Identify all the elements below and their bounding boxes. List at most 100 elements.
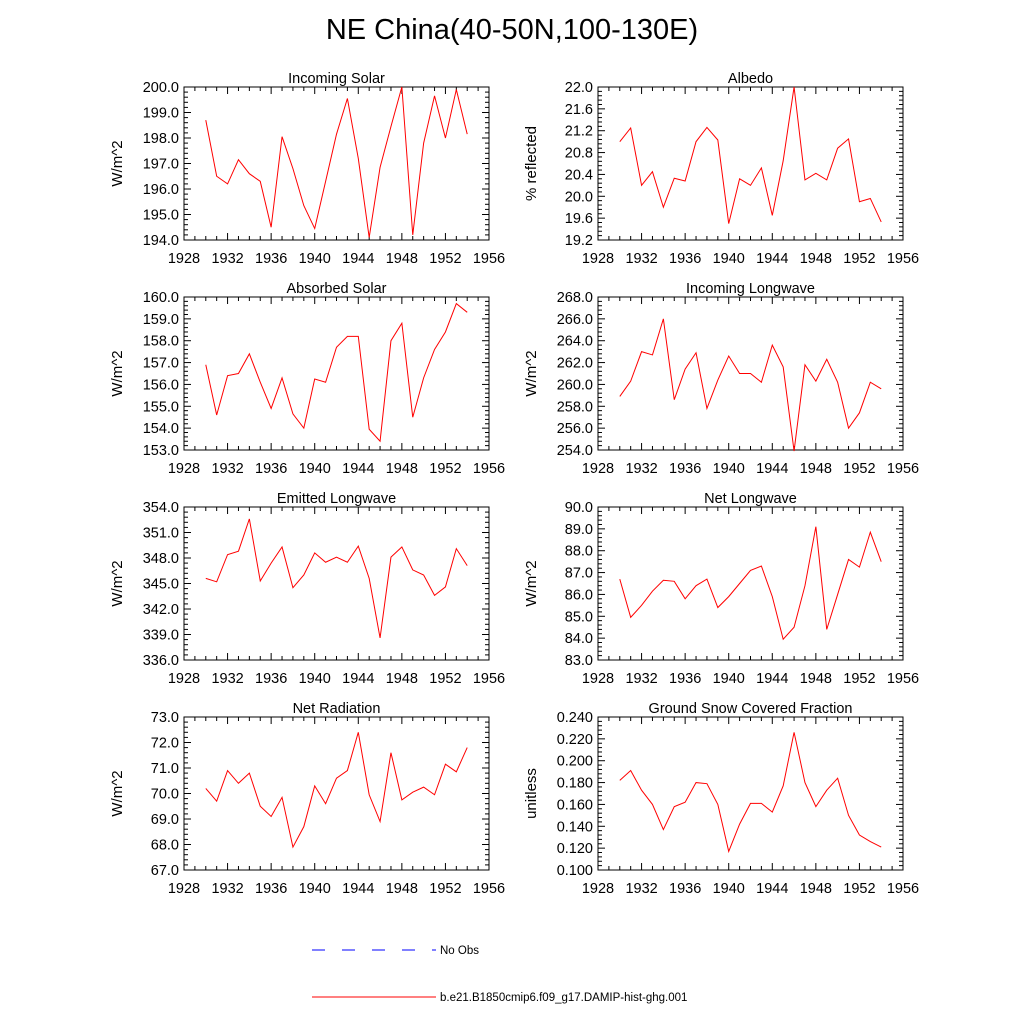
x-tick-label: 1944 [756,461,788,477]
data-point [379,440,381,442]
x-tick-label: 1936 [255,881,287,897]
y-tick-label: 90.0 [565,500,593,516]
data-point [619,396,621,398]
data-point [379,167,381,169]
data-point [728,223,730,225]
plot-frame [597,86,904,241]
x-tick-label: 1952 [843,461,875,477]
data-point [826,789,828,791]
data-point [793,450,795,452]
data-point [739,373,741,375]
x-tick-label: 1956 [887,881,919,897]
y-tick-label: 268.0 [557,290,593,306]
plot-frame [183,296,490,451]
data-point [750,185,752,187]
data-point [761,565,763,567]
chart-panel-4: 1928 1932 1936 1940 1944 1948 1952 1956 336.0 339… [109,491,505,687]
data-point [216,414,218,416]
x-tick-label: 1932 [625,461,657,477]
data-point [303,205,305,207]
data-point [434,595,436,597]
data-point [673,177,675,179]
y-tick-label: 0.240 [557,710,593,726]
series-line-0 [205,302,468,443]
data-point [423,786,425,788]
data-point [804,364,806,366]
data-point [270,226,272,228]
data-point [412,416,414,418]
data-point [281,797,283,799]
data-point [368,794,370,796]
data-point [259,181,261,183]
data-point [826,629,828,631]
data-point [216,581,218,583]
y-tick-label: 336.0 [143,653,179,669]
data-point [456,548,458,550]
data-point [270,562,272,564]
data-point [227,375,229,377]
x-tick-label: 1940 [299,881,331,897]
plot-frame [183,506,490,661]
data-point [793,86,795,88]
data-point [837,777,839,779]
data-point [848,138,850,140]
series-line-0 [619,526,882,641]
data-point [368,237,370,239]
y-tick-label: 88.0 [565,544,593,560]
data-point [652,590,654,592]
data-point [859,201,861,203]
y-tick-label: 0.120 [557,841,593,857]
y-axis-label: W/m^2 [109,770,126,816]
data-point [815,806,817,808]
y-tick-label: 0.200 [557,754,593,770]
data-point [205,578,207,580]
y-tick-label: 89.0 [565,522,593,538]
data-point [815,526,817,528]
data-point [249,173,251,175]
data-point [259,381,261,383]
y-tick-label: 345.0 [143,577,179,593]
data-point [216,175,218,177]
y-tick-label: 83.0 [565,653,593,669]
data-point [238,159,240,161]
x-tick-label: 1932 [211,251,243,267]
y-tick-label: 22.0 [565,80,593,96]
data-point [357,732,359,734]
data-point [412,234,414,236]
chart-panel-3: 1928 1932 1936 1940 1944 1948 1952 1956 254.0 256… [523,281,919,477]
data-point [390,126,392,128]
y-tick-label: 258.0 [557,399,593,415]
x-tick-label: 1932 [625,251,657,267]
data-point [466,565,468,567]
data-point [684,368,686,370]
panel-title: Net Radiation [293,701,381,717]
y-tick-label: 199.0 [143,106,179,122]
data-point [641,351,643,353]
data-point [771,215,773,217]
data-point [641,185,643,187]
x-tick-label: 1944 [756,251,788,267]
legend: No Obs b.e21.B1850cmip6.f09_g17.DAMIP-his… [312,945,687,1004]
x-tick-label: 1956 [887,671,919,687]
data-point [673,581,675,583]
x-tick-label: 1948 [386,251,418,267]
data-point [336,777,338,779]
data-point [357,545,359,547]
chart-panel-6: 1928 1932 1936 1940 1944 1948 1952 1956 67.0 68.0… [109,701,505,897]
data-point [804,585,806,587]
y-tick-label: 156.0 [143,377,179,393]
y-tick-label: 254.0 [557,443,593,459]
y-tick-label: 0.100 [557,863,593,879]
data-point [303,427,305,429]
data-point [630,380,632,382]
data-point [347,98,349,100]
x-tick-label: 1944 [756,671,788,687]
data-point [804,179,806,181]
data-point [804,782,806,784]
data-point [695,585,697,587]
x-tick-label: 1940 [299,671,331,687]
y-axis-label: unitless [523,768,540,819]
x-tick-label: 1952 [429,461,461,477]
y-tick-label: 0.180 [557,776,593,792]
